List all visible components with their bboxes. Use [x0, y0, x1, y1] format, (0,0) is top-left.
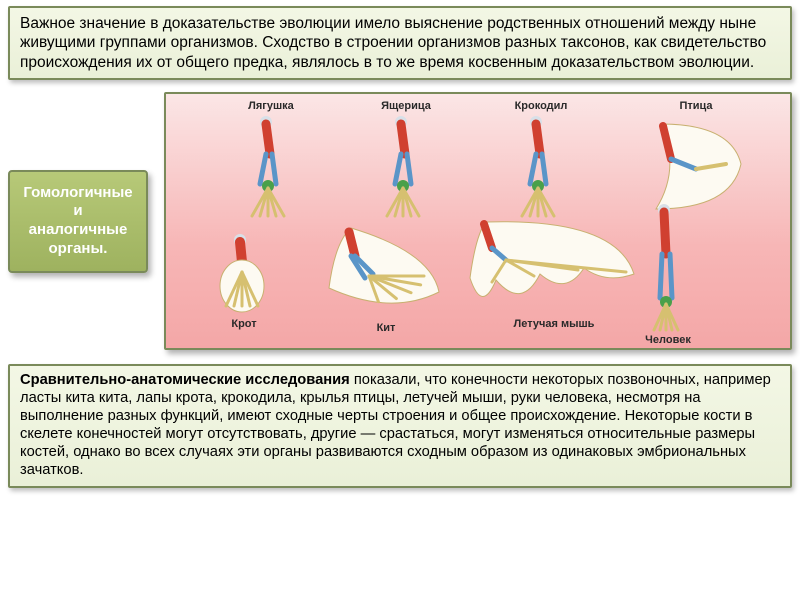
middle-row: Гомологичные и аналогичные органы. Лягуш… [8, 92, 792, 350]
badge-line: аналогичные [29, 221, 128, 238]
intro-text-box: Важное значение в доказательстве эволюци… [8, 6, 792, 80]
badge-line: органы. [49, 240, 108, 257]
limb-illustration [466, 214, 642, 318]
limb-illustration [506, 114, 576, 222]
limb-whale: Кит [321, 222, 451, 336]
limb-lizard: Ящерица [371, 100, 441, 222]
badge-line: Гомологичные [23, 184, 132, 201]
limb-label: Крокодил [515, 100, 568, 112]
limb-label: Лягушка [248, 100, 294, 112]
limb-label: Ящерица [381, 100, 431, 112]
comparative-bold: Сравнительно-анатомические исследования [20, 372, 350, 388]
limb-diagram: Лягушка Ящерица Крокодил Птица Крот Кит Летуча… [164, 92, 792, 350]
limb-crocodile: Крокодил [506, 100, 576, 222]
intro-text: Важное значение в доказательстве эволюци… [20, 15, 766, 71]
limb-label: Кит [377, 322, 396, 334]
limb-illustration [644, 202, 692, 334]
limb-label: Летучая мышь [514, 318, 595, 330]
limb-label: Птица [679, 100, 712, 112]
comparative-text-box: Сравнительно-анатомические исследования … [8, 364, 792, 488]
limb-illustration [236, 114, 306, 222]
limb-mole: Крот [214, 232, 274, 332]
badge-line: и [73, 202, 82, 219]
badge-homologous: Гомологичные и аналогичные органы. [8, 170, 148, 273]
limb-frog: Лягушка [236, 100, 306, 222]
limb-label: Человек [645, 334, 691, 346]
limb-illustration [371, 114, 441, 222]
limb-bird: Птица [641, 100, 751, 214]
limb-illustration [641, 114, 751, 214]
limb-label: Крот [231, 318, 256, 330]
limb-bat: Летучая мышь [466, 214, 642, 332]
limb-illustration [321, 222, 451, 322]
limb-human: Человек [644, 202, 692, 348]
limb-illustration [214, 232, 274, 318]
